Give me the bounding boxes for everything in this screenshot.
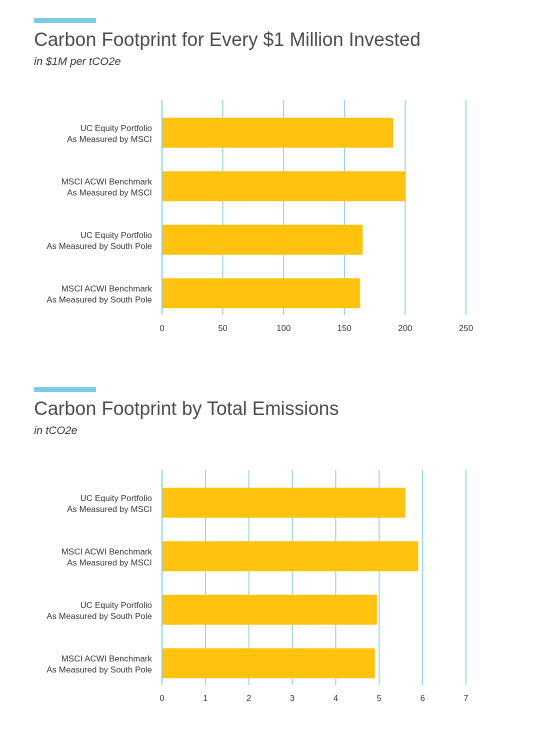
bar bbox=[162, 541, 419, 572]
title-accent-bar bbox=[34, 387, 96, 392]
x-tick-label: 2 bbox=[246, 693, 251, 703]
category-label: As Measured by South Pole bbox=[47, 664, 153, 674]
x-tick-label: 4 bbox=[333, 693, 338, 703]
category-label: MSCI ACWI Benchmark bbox=[61, 546, 152, 556]
category-label: UC Equity Portfolio bbox=[80, 600, 152, 610]
category-label: As Measured by MSCI bbox=[67, 134, 152, 144]
category-label: As Measured by MSCI bbox=[67, 504, 152, 514]
category-label: UC Equity Portfolio bbox=[80, 493, 152, 503]
title-accent-bar bbox=[34, 18, 96, 23]
x-tick-label: 0 bbox=[160, 323, 165, 333]
x-tick-label: 50 bbox=[218, 323, 228, 333]
category-label: As Measured by South Pole bbox=[47, 294, 153, 304]
category-label: MSCI ACWI Benchmark bbox=[61, 176, 152, 186]
bar bbox=[162, 278, 361, 309]
bar bbox=[162, 594, 377, 625]
chart-subtitle: in tCO2e bbox=[34, 425, 78, 437]
x-tick-label: 7 bbox=[464, 693, 469, 703]
x-tick-label: 5 bbox=[377, 693, 382, 703]
category-label: As Measured by MSCI bbox=[67, 557, 152, 567]
x-tick-label: 100 bbox=[277, 323, 291, 333]
category-label: UC Equity Portfolio bbox=[80, 123, 152, 133]
x-tick-label: 200 bbox=[398, 323, 412, 333]
x-tick-label: 150 bbox=[337, 323, 351, 333]
category-label: MSCI ACWI Benchmark bbox=[61, 283, 152, 293]
category-label: UC Equity Portfolio bbox=[80, 230, 152, 240]
x-tick-label: 3 bbox=[290, 693, 295, 703]
bar bbox=[162, 117, 394, 148]
chart-title: Carbon Footprint for Every $1 Million In… bbox=[34, 30, 421, 51]
chart-title: Carbon Footprint by Total Emissions bbox=[34, 399, 339, 420]
bar bbox=[162, 648, 375, 679]
category-label: As Measured by MSCI bbox=[67, 187, 152, 197]
bar bbox=[162, 171, 406, 202]
x-tick-label: 250 bbox=[459, 323, 473, 333]
category-label: MSCI ACWI Benchmark bbox=[61, 653, 152, 663]
bar bbox=[162, 487, 406, 518]
chart-subtitle: in $1M per tCO2e bbox=[34, 56, 121, 68]
category-label: As Measured by South Pole bbox=[47, 241, 153, 251]
bar bbox=[162, 224, 363, 255]
x-tick-label: 6 bbox=[420, 693, 425, 703]
x-tick-label: 0 bbox=[160, 693, 165, 703]
category-label: As Measured by South Pole bbox=[47, 611, 153, 621]
x-tick-label: 1 bbox=[203, 693, 208, 703]
